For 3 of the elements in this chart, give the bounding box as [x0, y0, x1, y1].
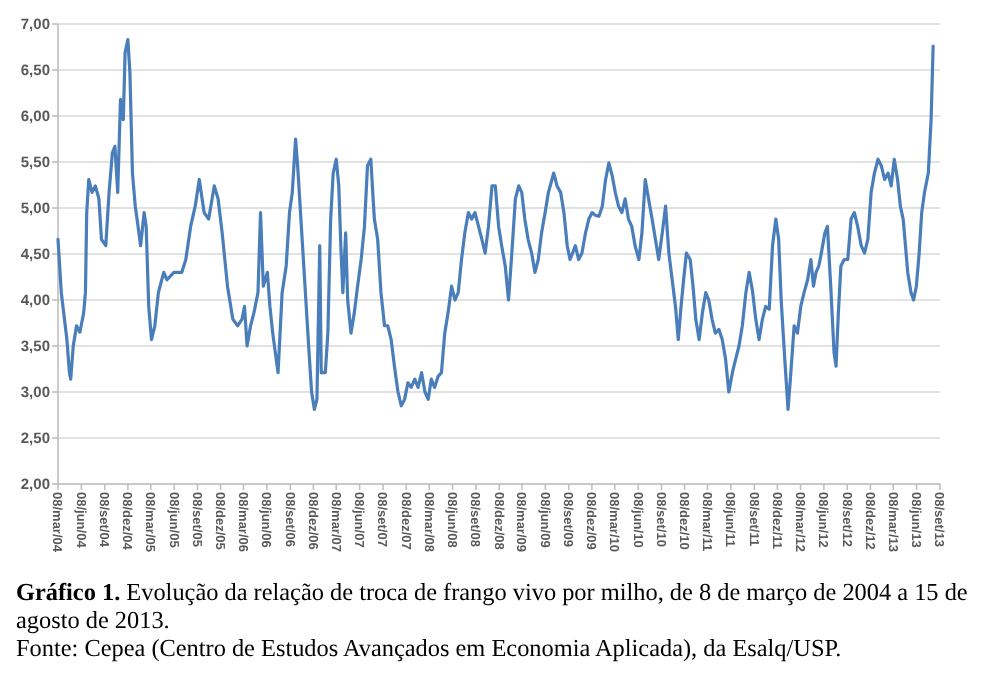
source-note: Fonte: Cepea (Centro de Estudos Avançados em Economia Aplicada), da Esalq/USP. [16, 634, 844, 662]
line-series [56, 38, 935, 412]
text: Gráfico 1. Evolução da relação de troca de frango vivo por milho, de 8 de março de 2004 a 15 de agosto de 2013. [16, 578, 970, 634]
